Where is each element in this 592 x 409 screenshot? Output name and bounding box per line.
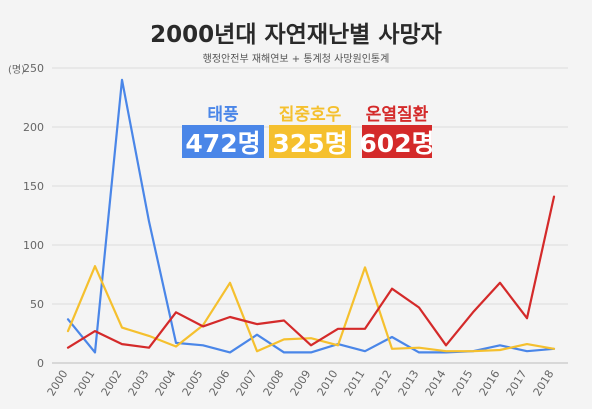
legend-total-box	[362, 125, 432, 158]
legend-series-name: 집중호우	[279, 105, 342, 125]
x-tick-label: 2017	[504, 368, 530, 399]
x-tick-label: 2009	[288, 368, 314, 399]
y-tick-label: 100	[23, 239, 44, 252]
x-tick-label: 2016	[477, 368, 503, 399]
chart-subtitle: 행정안전부 재해연보 + 통계청 사망원인통계	[203, 52, 390, 65]
x-tick-label: 2018	[531, 368, 557, 399]
x-tick-label: 2004	[153, 368, 179, 399]
x-tick-label: 2013	[396, 368, 422, 399]
x-tick-label: 2015	[450, 368, 476, 399]
legend-total-box	[269, 125, 351, 158]
legend-total-box	[182, 125, 264, 158]
y-tick-label: 0	[37, 357, 44, 370]
legend: 태풍 472명 집중호우 325명 온열질환 602명	[182, 104, 435, 158]
y-tick-label: 200	[23, 121, 44, 134]
x-tick-label: 2005	[180, 368, 206, 399]
legend-total-value: 472명	[185, 129, 260, 158]
series-line-1	[66, 265, 556, 353]
x-tick-label: 2011	[342, 368, 368, 399]
x-tick-label: 2002	[99, 368, 125, 399]
x-tick-label: 2010	[315, 368, 341, 399]
series-lines	[66, 78, 556, 354]
x-tick-label: 2000	[45, 368, 71, 399]
y-tick-label: 250	[23, 62, 44, 75]
x-tick-label: 2014	[423, 368, 449, 399]
x-tick-labels: 2000 2001 2002 2003 2004 2005 2006 2007 2008 2009…	[45, 368, 557, 399]
y-tick-label: 150	[23, 180, 44, 193]
chart-title: 2000년대 자연재난별 사망자	[150, 22, 442, 48]
x-tick-label: 2001	[72, 368, 98, 399]
x-tick-label: 2012	[369, 368, 395, 399]
x-tick-label: 2006	[207, 368, 233, 399]
x-tick-label: 2008	[261, 368, 287, 399]
y-tick-label: 50	[30, 298, 44, 311]
legend-total-value: 602명	[359, 129, 434, 158]
x-tick-label: 2003	[126, 368, 152, 399]
y-axis-unit: (명)	[8, 64, 25, 76]
legend-series-name: 태풍	[207, 105, 239, 125]
legend-total-value: 325명	[272, 129, 347, 158]
legend-series-name: 온열질환	[366, 104, 429, 125]
y-tick-labels: 0 50 100 150 200 250	[23, 62, 44, 370]
x-tick-label: 2007	[234, 368, 260, 399]
series-line-2	[66, 195, 556, 349]
